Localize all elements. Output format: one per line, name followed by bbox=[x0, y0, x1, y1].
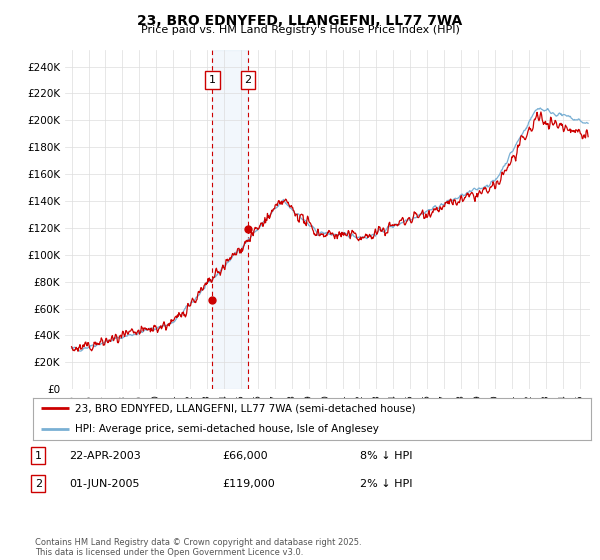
Text: 2% ↓ HPI: 2% ↓ HPI bbox=[360, 479, 413, 489]
Text: Price paid vs. HM Land Registry's House Price Index (HPI): Price paid vs. HM Land Registry's House … bbox=[140, 25, 460, 35]
Text: 2: 2 bbox=[35, 479, 42, 489]
Text: £66,000: £66,000 bbox=[222, 451, 268, 461]
Text: 1: 1 bbox=[35, 451, 42, 461]
Bar bbox=[212, 50, 248, 389]
Text: 8% ↓ HPI: 8% ↓ HPI bbox=[360, 451, 413, 461]
Text: 23, BRO EDNYFED, LLANGEFNI, LL77 7WA (semi-detached house): 23, BRO EDNYFED, LLANGEFNI, LL77 7WA (se… bbox=[75, 403, 415, 413]
Text: 22-APR-2003: 22-APR-2003 bbox=[69, 451, 141, 461]
Text: 23, BRO EDNYFED, LLANGEFNI, LL77 7WA: 23, BRO EDNYFED, LLANGEFNI, LL77 7WA bbox=[137, 14, 463, 28]
Text: Contains HM Land Registry data © Crown copyright and database right 2025.
This d: Contains HM Land Registry data © Crown c… bbox=[35, 538, 361, 557]
Text: 2: 2 bbox=[244, 75, 251, 85]
Text: HPI: Average price, semi-detached house, Isle of Anglesey: HPI: Average price, semi-detached house,… bbox=[75, 424, 379, 434]
Text: 1: 1 bbox=[209, 75, 215, 85]
Text: 01-JUN-2005: 01-JUN-2005 bbox=[69, 479, 139, 489]
Text: £119,000: £119,000 bbox=[222, 479, 275, 489]
